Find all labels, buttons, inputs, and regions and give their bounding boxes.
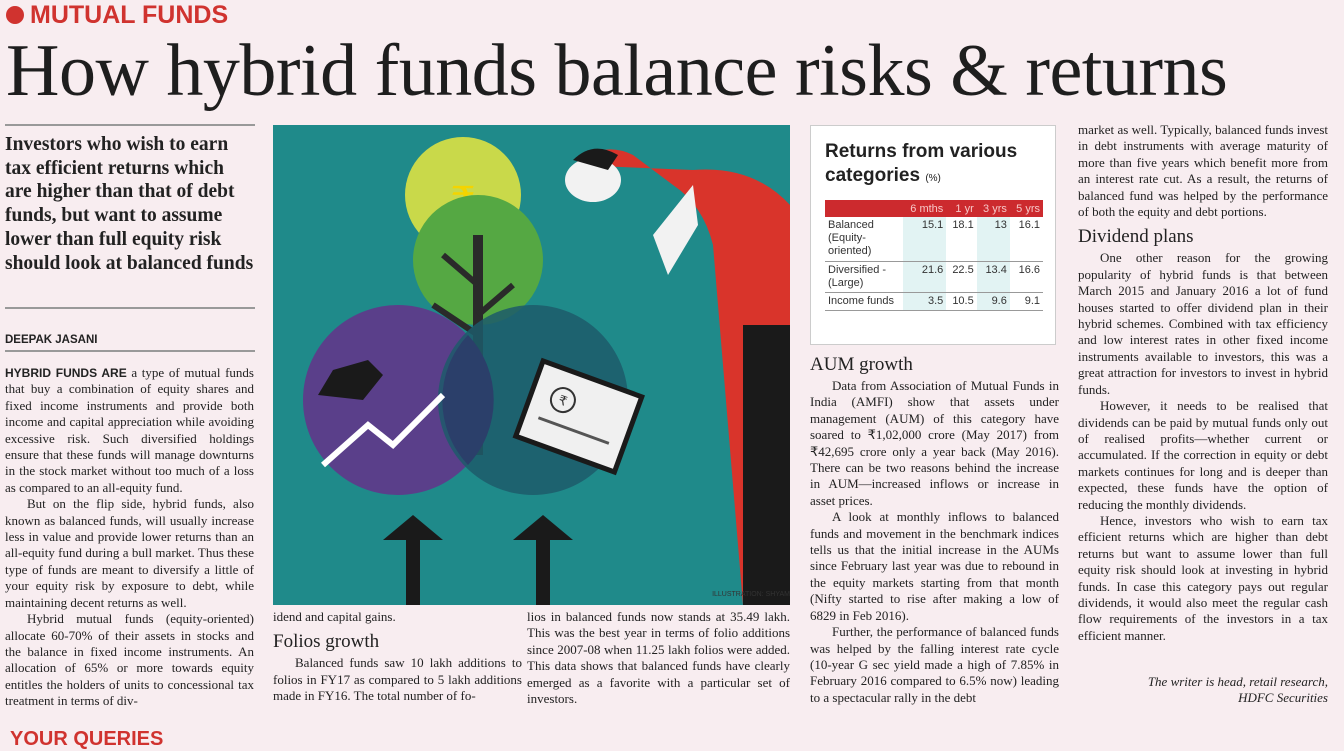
paragraph: However, it needs to be realised that di… — [1078, 398, 1328, 512]
text: a type of mutual funds that buy a combin… — [5, 365, 254, 495]
paragraph: lios in balanced funds now stands at 35.… — [527, 609, 790, 707]
illustration: ₹ ₹ — [273, 125, 790, 605]
cell: 13 — [976, 217, 1010, 262]
cell: 3.5 — [903, 292, 947, 311]
table-row: Diversified - (Large) 21.6 22.5 13.4 16.… — [825, 261, 1043, 293]
bull-icon — [318, 360, 383, 400]
author-note-line: HDFC Securities — [1238, 690, 1328, 705]
returns-table: 6 mths 1 yr 3 yrs 5 yrs Balanced (Equity… — [825, 200, 1043, 311]
paragraph: Hence, investors who wish to earn tax ef… — [1078, 512, 1328, 643]
column-header: 5 yrs — [1009, 200, 1043, 217]
row-label: Balanced (Equity-oriented) — [825, 217, 903, 262]
paragraph: Data from Association of Mutual Funds in… — [810, 378, 1059, 508]
bullet-dot-icon — [6, 6, 24, 24]
paragraph: HYBRID FUNDS ARE a type of mutual funds … — [5, 365, 254, 496]
up-arrow-icon — [513, 515, 573, 540]
section-kicker: MUTUAL FUNDS — [6, 0, 228, 30]
paragraph: idend and capital gains. — [273, 609, 396, 624]
cell: 13.4 — [976, 261, 1010, 293]
table-title-text: Returns from various categories — [825, 141, 1018, 186]
paragraph: Balanced funds saw 10 lakh additions to … — [273, 655, 522, 704]
headline: How hybrid funds balance risks & returns — [6, 30, 1228, 112]
table-row: Balanced (Equity-oriented) 15.1 18.1 13 … — [825, 217, 1043, 262]
column-2: idend and capital gains. Folios growth B… — [273, 609, 522, 705]
cell: 16.1 — [1009, 217, 1043, 262]
man-figure — [565, 148, 790, 605]
paragraph: One other reason for the growing popular… — [1078, 250, 1328, 397]
cell: 16.6 — [1009, 261, 1043, 293]
lead-in: HYBRID FUNDS ARE — [5, 366, 127, 380]
table-row: Income funds 3.5 10.5 9.6 9.1 — [825, 292, 1043, 311]
cell: 9.6 — [976, 292, 1010, 311]
up-arrow-icon — [383, 515, 443, 540]
subheading: Folios growth — [273, 631, 380, 653]
paragraph: A look at monthly inflows to balanced fu… — [810, 509, 1059, 623]
author-note: The writer is head, retail research, HDF… — [1078, 674, 1328, 706]
deck: Investors who wish to earn tax efficient… — [5, 134, 254, 274]
cell: 22.5 — [946, 261, 977, 293]
growth-arrow-icon — [321, 392, 446, 468]
row-label: Diversified - (Large) — [825, 261, 903, 293]
column-4: AUM growth Data from Association of Mutu… — [810, 354, 1059, 706]
row-label: Income funds — [825, 292, 903, 311]
column-1: HYBRID FUNDS ARE a type of mutual funds … — [5, 365, 254, 710]
cell: 21.6 — [903, 261, 947, 293]
byline: DEEPAK JASANI — [5, 334, 255, 352]
author-note-line: The writer is head, retail research, — [1147, 674, 1328, 689]
cell: 10.5 — [946, 292, 977, 311]
equity-circle — [303, 305, 493, 495]
divider — [5, 307, 255, 309]
subheading: Dividend plans — [1078, 226, 1194, 248]
table-header-row: 6 mths 1 yr 3 yrs 5 yrs — [825, 200, 1043, 217]
column-header: 6 mths — [903, 200, 947, 217]
paragraph: But on the flip side, hybrid funds, also… — [5, 496, 254, 610]
returns-table-box: Returns from various categories (%) 6 mt… — [810, 125, 1056, 345]
column-header — [825, 200, 903, 217]
cell: 18.1 — [946, 217, 977, 262]
table-unit: (%) — [925, 173, 941, 184]
cell: 9.1 — [1009, 292, 1043, 311]
table-title: Returns from various categories (%) — [825, 140, 1055, 191]
paragraph: Further, the performance of balanced fun… — [810, 624, 1059, 705]
next-section-label: YOUR QUERIES — [10, 728, 164, 750]
illustration-credit: ILLUSTRATION: SHYAM — [712, 591, 790, 598]
subheading: AUM growth — [810, 354, 913, 375]
column-header: 1 yr — [946, 200, 977, 217]
divider — [5, 124, 255, 126]
paragraph: Hybrid mutual funds (equity-oriented) al… — [5, 611, 254, 709]
column-header: 3 yrs — [976, 200, 1010, 217]
cell: 15.1 — [903, 217, 947, 262]
paragraph: market as well. Typically, balanced fund… — [1078, 122, 1328, 220]
column-3: lios in balanced funds now stands at 35.… — [527, 609, 790, 707]
column-5: market as well. Typically, balanced fund… — [1078, 122, 1328, 644]
section-label: MUTUAL FUNDS — [30, 0, 229, 29]
certificate-icon: ₹ — [512, 357, 645, 476]
